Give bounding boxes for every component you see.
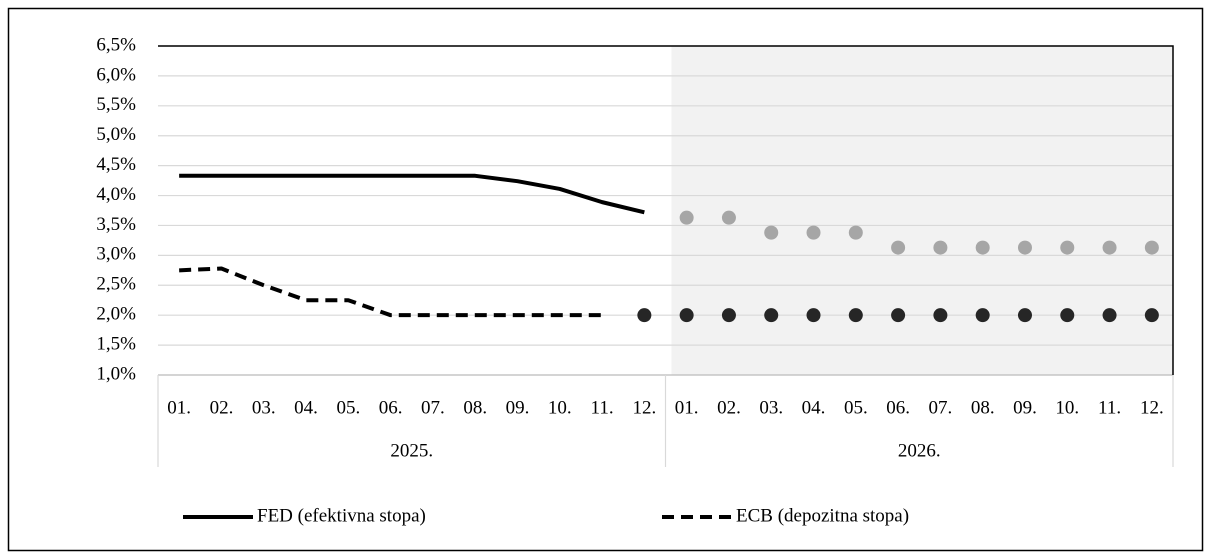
marker bbox=[848, 225, 863, 240]
x-tick-label: 09. bbox=[1013, 397, 1037, 418]
x-tick-label: 08. bbox=[463, 397, 487, 418]
marker bbox=[806, 225, 821, 240]
x-tick-label: 07. bbox=[929, 397, 953, 418]
y-tick-label: 2,5% bbox=[96, 274, 136, 295]
marker bbox=[891, 240, 906, 255]
marker bbox=[1060, 308, 1075, 323]
x-tick-label: 10. bbox=[548, 397, 572, 418]
x-tick-label: 07. bbox=[421, 397, 445, 418]
x-tick-label: 05. bbox=[844, 397, 868, 418]
marker bbox=[1060, 240, 1075, 255]
marker bbox=[1017, 240, 1032, 255]
y-tick-label: 1,5% bbox=[96, 333, 136, 354]
marker bbox=[975, 308, 990, 323]
forecast-shade bbox=[671, 46, 1173, 375]
marker bbox=[933, 240, 948, 255]
marker bbox=[721, 210, 736, 225]
legend-label: ECB (depozitna stopa) bbox=[736, 505, 909, 526]
x-tick-label: 03. bbox=[759, 397, 783, 418]
x-tick-label: 03. bbox=[252, 397, 276, 418]
marker bbox=[933, 308, 948, 323]
y-tick-label: 3,0% bbox=[96, 244, 136, 265]
x-tick-label: 04. bbox=[802, 397, 826, 418]
marker bbox=[1144, 308, 1159, 323]
group-label: 2026. bbox=[898, 440, 941, 461]
marker bbox=[721, 308, 736, 323]
series-line bbox=[179, 266, 603, 318]
y-tick-label: 4,5% bbox=[96, 154, 136, 175]
marker bbox=[764, 225, 779, 240]
y-tick-label: 5,0% bbox=[96, 124, 136, 145]
x-tick-label: 06. bbox=[379, 397, 403, 418]
group-label: 2025. bbox=[390, 440, 433, 461]
marker bbox=[806, 308, 821, 323]
x-tick-label: 12. bbox=[1140, 397, 1164, 418]
y-tick-label: 1,0% bbox=[96, 363, 136, 384]
y-tick-label: 5,5% bbox=[96, 94, 136, 115]
marker bbox=[637, 308, 652, 323]
series-line bbox=[179, 173, 645, 215]
marker bbox=[679, 210, 694, 225]
y-tick-label: 2,0% bbox=[96, 304, 136, 325]
x-tick-label: 12. bbox=[632, 397, 656, 418]
marker bbox=[975, 240, 990, 255]
marker bbox=[1144, 240, 1159, 255]
x-tick-label: 02. bbox=[210, 397, 234, 418]
marker bbox=[679, 308, 694, 323]
x-tick-label: 08. bbox=[971, 397, 995, 418]
marker bbox=[891, 308, 906, 323]
x-tick-label: 01. bbox=[675, 397, 699, 418]
y-tick-label: 6,5% bbox=[96, 34, 136, 55]
x-tick-label: 11. bbox=[1098, 397, 1121, 418]
y-tick-label: 4,0% bbox=[96, 184, 136, 205]
x-tick-label: 10. bbox=[1055, 397, 1079, 418]
x-tick-label: 09. bbox=[506, 397, 530, 418]
x-tick-label: 05. bbox=[336, 397, 360, 418]
x-tick-label: 01. bbox=[167, 397, 191, 418]
marker bbox=[764, 308, 779, 323]
plot-frame bbox=[158, 45, 1174, 375]
marker bbox=[1102, 240, 1117, 255]
y-tick-label: 3,5% bbox=[96, 214, 136, 235]
y-tick-label: 6,0% bbox=[96, 64, 136, 85]
legend-label: FED (efektivna stopa) bbox=[257, 505, 426, 526]
x-tick-label: 02. bbox=[717, 397, 741, 418]
marker bbox=[1102, 308, 1117, 323]
x-tick-label: 11. bbox=[591, 397, 614, 418]
marker bbox=[848, 308, 863, 323]
marker bbox=[1017, 308, 1032, 323]
x-tick-label: 06. bbox=[886, 397, 910, 418]
x-tick-label: 04. bbox=[294, 397, 318, 418]
